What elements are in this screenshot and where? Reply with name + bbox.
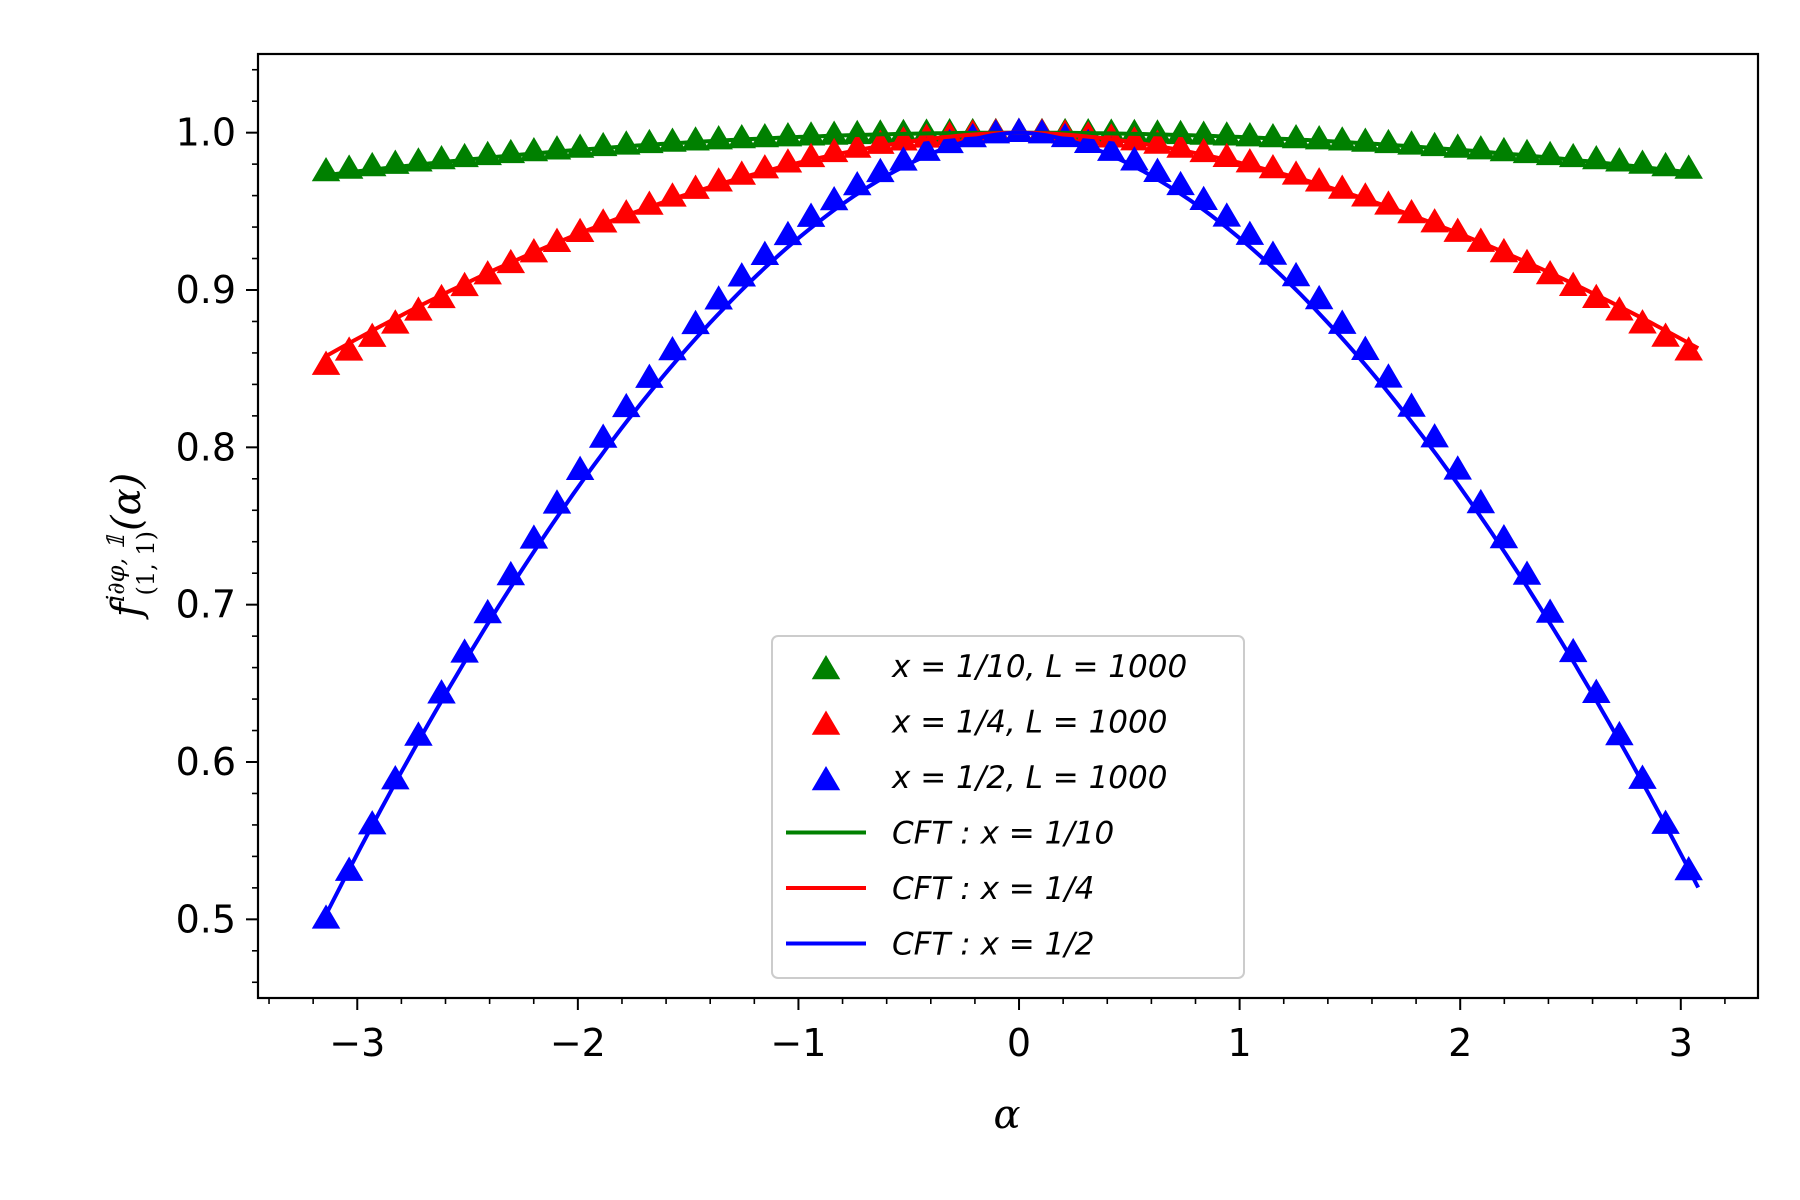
data-point	[1258, 122, 1288, 148]
data-point	[1674, 336, 1703, 361]
plot-area	[311, 117, 1703, 929]
x-tick-label: 1	[1228, 1021, 1252, 1065]
data-point	[1651, 322, 1680, 347]
data-point	[819, 120, 849, 145]
legend-entry: x = 1/4, L = 1000	[811, 705, 1167, 741]
data-point	[357, 322, 387, 347]
data-point	[1212, 121, 1242, 146]
data-point	[381, 309, 410, 334]
legend-marker-icon	[811, 766, 841, 791]
data-point	[1558, 637, 1588, 663]
legend-marker-icon	[811, 710, 841, 735]
y-tick-label: 0.8	[176, 425, 236, 469]
data-point	[1327, 126, 1357, 151]
y-tick-label: 0.7	[176, 583, 236, 627]
data-point	[1004, 117, 1034, 142]
x-axis-label: α	[993, 1092, 1020, 1138]
y-axis-label-argument: (α)	[104, 473, 150, 531]
data-point	[1605, 720, 1634, 746]
data-point	[681, 126, 710, 151]
x-tick-label: 3	[1669, 1021, 1693, 1065]
y-tick-label: 0.9	[176, 268, 236, 312]
data-point	[704, 285, 733, 310]
y-tick-label: 0.6	[176, 740, 236, 784]
cft-line-3	[324, 130, 1700, 916]
data-point	[1189, 120, 1218, 145]
data-point	[473, 598, 502, 624]
legend-label: x = 1/10, L = 1000	[891, 649, 1187, 685]
y-axis-label: fi∂φ, 𝟙(1, 1)(α)	[102, 473, 160, 620]
data-point	[1073, 128, 1103, 154]
x-tick-label: −1	[770, 1021, 826, 1065]
data-point	[773, 122, 803, 147]
y-tick-label: 1.0	[176, 111, 236, 155]
legend-marker-icon	[811, 655, 841, 680]
data-point	[1304, 125, 1334, 150]
data-point	[935, 128, 964, 154]
data-point	[311, 350, 341, 375]
data-point	[658, 127, 687, 152]
data-point	[750, 122, 780, 148]
data-point	[1281, 123, 1311, 149]
data-point	[1235, 122, 1265, 147]
data-point	[311, 904, 341, 929]
data-point	[1535, 598, 1565, 623]
legend-label: CFT : x = 1/2	[892, 927, 1094, 963]
data-point	[796, 121, 826, 146]
x-tick-label: −2	[550, 1021, 606, 1065]
data-point	[1628, 309, 1657, 334]
y-axis-label-subscript: (1, 1)	[132, 531, 160, 596]
legend-entry: CFT : x = 1/2	[786, 927, 1094, 963]
data-point	[1351, 127, 1380, 152]
data-point	[404, 721, 433, 746]
data-point	[842, 119, 872, 145]
data-point	[381, 765, 410, 790]
data-point	[1582, 678, 1611, 703]
legend-box	[771, 635, 1245, 979]
x-tick-label: −3	[329, 1021, 385, 1065]
legend-label: CFT : x = 1/4	[892, 871, 1094, 907]
legend-entry: x = 1/10, L = 1000	[811, 649, 1187, 685]
svg-text:fi∂φ, 𝟙(1, 1)(α): fi∂φ, 𝟙(1, 1)(α)	[102, 473, 160, 620]
axes: −3 −2 −1 0 1 2 3 0.5 0.6 0.7 0.8 0.9 1.0	[176, 52, 1760, 1065]
axes-frame	[256, 52, 1760, 1000]
data-point	[334, 336, 364, 361]
data-point	[727, 123, 756, 149]
data-point	[427, 679, 456, 704]
y-axis-label-superscript: i∂φ, 𝟙	[102, 534, 130, 603]
data-point	[450, 638, 479, 663]
legend-entry: CFT : x = 1/4	[786, 871, 1094, 907]
y-tick-label: 0.5	[176, 897, 236, 941]
data-point	[1166, 119, 1195, 145]
legend-entry: CFT : x = 1/10	[786, 816, 1114, 852]
data-point	[1628, 764, 1657, 789]
legend-label: x = 1/2, L = 1000	[891, 760, 1167, 796]
legend-label: x = 1/4, L = 1000	[891, 705, 1167, 741]
legend: x = 1/10, L = 1000 x = 1/4, L = 1000 x = 1…	[771, 635, 1245, 979]
legend-entry: x = 1/2, L = 1000	[811, 760, 1167, 796]
legend-label: CFT : x = 1/10	[892, 816, 1114, 852]
x-tick-label: 2	[1448, 1021, 1472, 1065]
data-point	[704, 125, 733, 150]
x-tick-label: 0	[1007, 1021, 1031, 1065]
